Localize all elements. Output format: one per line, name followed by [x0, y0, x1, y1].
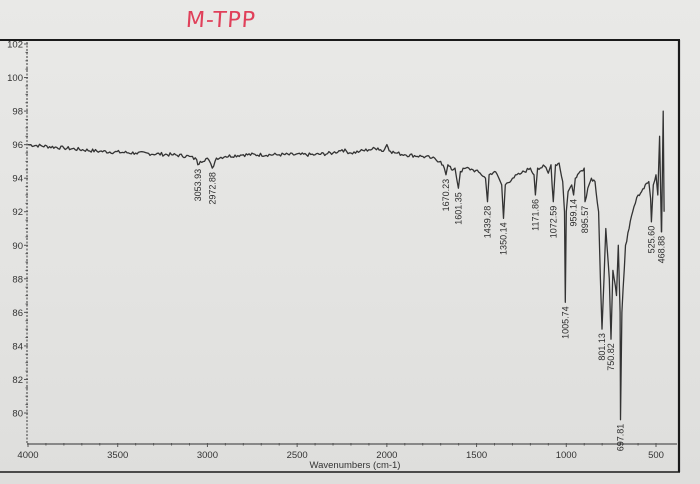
- y-tick-label: 102: [7, 40, 23, 51]
- y-tick-label: 80: [12, 409, 23, 420]
- peak-label: 1072.59: [548, 206, 558, 239]
- y-tick-label: 98: [12, 107, 23, 118]
- y-tick-label: 92: [12, 207, 23, 218]
- peak-label: 1670.23: [441, 179, 451, 212]
- y-tick-label: 90: [12, 241, 23, 252]
- tick-labels: 80 82 84 86 88 90 92 94 96 98 100 102 4000 3500 3000 25…: [7, 40, 664, 462]
- peak-label: 801.13: [597, 333, 607, 361]
- x-tick-label: 1000: [556, 450, 577, 461]
- y-tick-label: 84: [12, 341, 23, 352]
- peak-label: 1601.35: [453, 192, 463, 225]
- peak-label: 697.81: [616, 424, 626, 452]
- peak-labels: 3053.93 2972.88 1670.23 1601.35 1439.28 1350.…: [193, 169, 667, 451]
- x-axis-title: Wavenumbers (cm-1): [310, 460, 401, 471]
- y-tick-label: 100: [7, 73, 23, 84]
- x-tick-label: 3500: [107, 450, 128, 461]
- peak-label: 525.60: [646, 226, 656, 254]
- peak-label: 750.82: [606, 343, 616, 371]
- peak-label: 895.57: [580, 206, 590, 234]
- axes: [24, 42, 677, 447]
- x-tick-label: 4000: [17, 450, 38, 461]
- peak-label: 959.14: [569, 199, 579, 227]
- x-tick-label: 1500: [466, 450, 487, 461]
- peak-label: 1439.28: [483, 206, 493, 239]
- peak-label: 1171.86: [530, 199, 540, 231]
- x-tick-label: 2500: [287, 450, 308, 461]
- peak-label: 3053.93: [193, 169, 203, 202]
- peak-label: 468.88: [657, 236, 667, 264]
- x-tick-label: 2000: [376, 450, 397, 461]
- y-tick-label: 88: [12, 274, 23, 285]
- y-tick-label: 86: [12, 308, 23, 319]
- peak-label: 1005.74: [560, 306, 570, 339]
- peak-label: 1350.14: [499, 222, 509, 255]
- x-tick-label: 500: [648, 450, 664, 461]
- spectrum-line: [27, 110, 665, 421]
- peak-label: 2972.88: [207, 172, 217, 205]
- y-tick-label: 96: [12, 140, 23, 151]
- x-tick-label: 3000: [197, 450, 218, 461]
- y-tick-label: 82: [12, 375, 23, 386]
- y-tick-label: 94: [12, 174, 23, 185]
